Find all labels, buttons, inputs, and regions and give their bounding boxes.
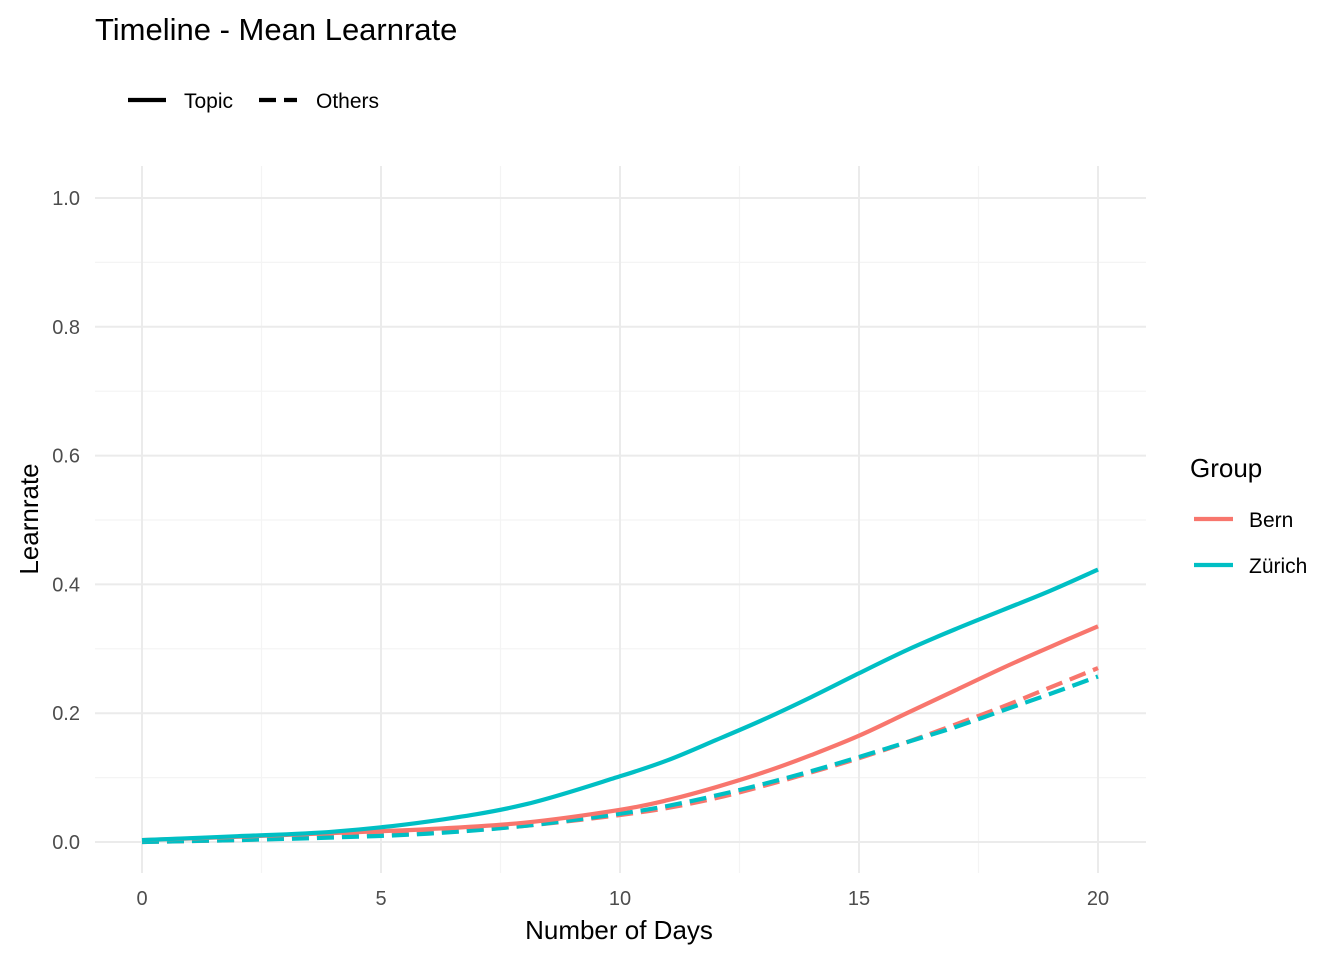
legend-label-others: Others (316, 90, 379, 113)
y-tick-label: 0.0 (52, 832, 80, 854)
x-axis-title: Number of Days (525, 915, 713, 945)
series-line-zurich-topic (141, 567, 1099, 843)
x-tick-label: 10 (609, 888, 631, 910)
x-tick-label: 5 (375, 888, 386, 910)
legend-title-group: Group (1190, 453, 1262, 483)
y-tick-labels: 0.0 0.2 0.4 0.6 0.8 1.0 (52, 188, 80, 854)
x-tick-labels: 0 5 10 15 20 (136, 888, 1109, 910)
x-tick-label: 0 (136, 888, 147, 910)
series-lines (141, 567, 1099, 845)
y-tick-label: 0.2 (52, 703, 80, 725)
y-tick-label: 0.4 (52, 574, 80, 596)
y-tick-label: 0.8 (52, 317, 80, 339)
y-tick-label: 0.6 (52, 446, 80, 468)
x-tick-label: 20 (1087, 888, 1109, 910)
major-gridlines (95, 166, 1146, 873)
legend-label-topic: Topic (184, 90, 233, 113)
x-tick-label: 15 (848, 888, 870, 910)
legend-label-zurich: Zürich (1249, 555, 1307, 578)
legend-label-bern: Bern (1249, 509, 1293, 532)
color-legend: Group Bern Zürich (1190, 453, 1307, 578)
linetype-legend: Topic Others (128, 90, 379, 113)
y-axis-title: Learnrate (14, 463, 44, 574)
series-line-zurich-others (141, 674, 1099, 845)
y-tick-label: 1.0 (52, 188, 80, 210)
chart-title: Timeline - Mean Learnrate (95, 12, 457, 47)
